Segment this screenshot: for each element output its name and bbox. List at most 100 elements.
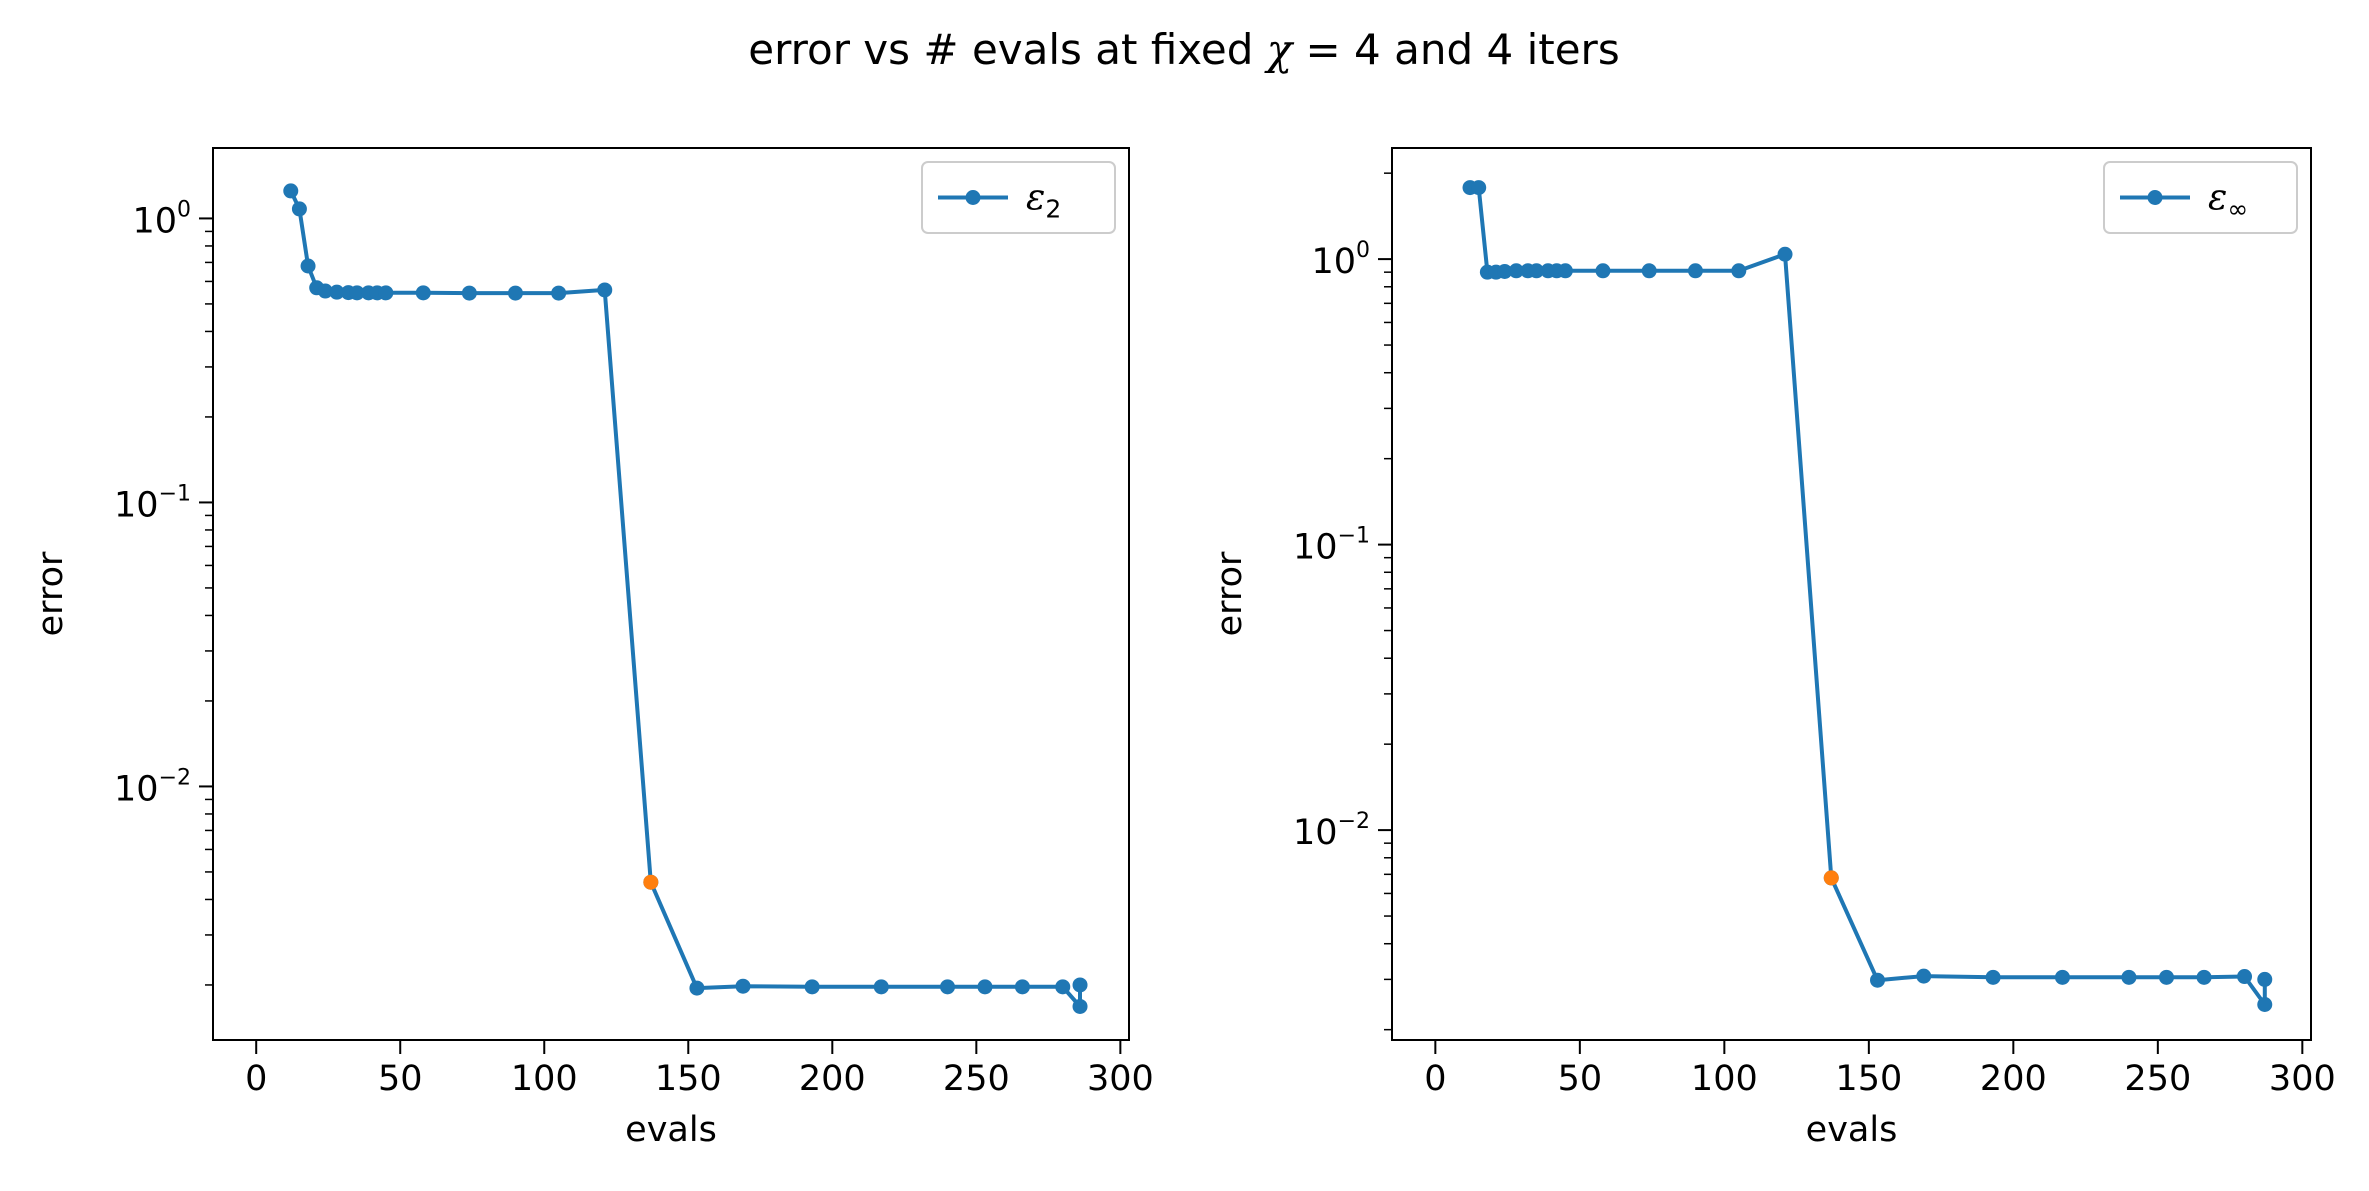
data-point	[349, 285, 365, 301]
data-point	[940, 979, 956, 995]
data-point	[689, 980, 705, 996]
y-tick-base: 10	[1311, 242, 1356, 282]
data-point	[1985, 969, 2001, 985]
data-point	[1687, 263, 1703, 279]
data-point	[804, 979, 820, 995]
x-tick-label: 300	[1087, 1059, 1154, 1099]
data-point	[1055, 979, 1071, 995]
y-tick-label: 10−2	[114, 765, 191, 809]
y-tick-base: 10	[114, 485, 159, 525]
title-tail: and 4 iters	[1381, 25, 1620, 74]
data-point	[2054, 969, 2070, 985]
y-axis-label: error	[31, 551, 71, 636]
data-point	[283, 183, 299, 199]
data-point	[1497, 263, 1513, 279]
legend-box	[2103, 161, 2298, 234]
data-point	[291, 201, 307, 217]
data-point	[2196, 969, 2212, 985]
data-point	[507, 285, 523, 301]
y-tick-base: 10	[1293, 813, 1338, 853]
y-tick-exponent: 0	[177, 197, 191, 222]
x-tick-label: 0	[245, 1059, 267, 1099]
legend-box	[921, 161, 1116, 234]
data-point	[1557, 263, 1573, 279]
y-tick-exponent: −2	[159, 765, 191, 790]
data-point	[317, 283, 333, 299]
x-axis-ticks: 0 50 100 150 200 250 300	[245, 1040, 1154, 1099]
data-point	[300, 258, 316, 274]
legend-symbol: ε	[2208, 178, 2227, 219]
x-tick-label: 200	[799, 1059, 866, 1099]
data-point	[461, 285, 477, 301]
data-point	[1641, 263, 1657, 279]
series-error	[1462, 180, 2273, 1012]
data-point	[1072, 977, 1088, 993]
title-main: error vs # evals at fixed	[748, 25, 1266, 74]
data-point	[1870, 972, 1886, 988]
legend-label: ε2	[1026, 178, 1061, 224]
legend: ε∞	[2103, 161, 2298, 234]
data-point	[2121, 969, 2137, 985]
figure-title: error vs # evals at fixed χ = 4 and 4 it…	[748, 25, 1619, 74]
data-point	[551, 285, 567, 301]
x-tick-label: 100	[1691, 1059, 1758, 1099]
highlight-point	[643, 874, 659, 890]
x-tick-label: 250	[943, 1059, 1010, 1099]
data-point	[378, 285, 394, 301]
data-point	[1595, 263, 1611, 279]
data-point	[977, 979, 993, 995]
data-point	[2237, 969, 2253, 985]
series-highlight	[643, 874, 659, 890]
data-point	[1072, 998, 1088, 1014]
legend-marker	[2147, 190, 2163, 205]
legend-symbol: ε	[1026, 178, 1045, 219]
legend-subscript: 2	[1045, 195, 1061, 224]
y-minor-ticks	[1384, 172, 1392, 1031]
data-point	[1916, 968, 1932, 984]
x-tick-label: 200	[1980, 1059, 2047, 1099]
data-point	[1014, 979, 1030, 995]
x-tick-label: 0	[1424, 1059, 1446, 1099]
x-tick-label: 100	[511, 1059, 578, 1099]
x-axis-label: evals	[625, 1110, 717, 1150]
legend-label: ε∞	[2208, 178, 2248, 224]
y-tick-base: 10	[114, 769, 159, 809]
title-eq: = 4	[1292, 25, 1381, 74]
y-tick-label: 100	[132, 197, 191, 241]
y-tick-label: 10−1	[1293, 524, 1370, 568]
x-tick-label: 50	[378, 1059, 423, 1099]
data-point	[2257, 996, 2273, 1012]
y-tick-label: 100	[1311, 238, 1370, 282]
data-point	[1528, 263, 1544, 279]
legend-marker	[965, 190, 981, 205]
y-tick-base: 10	[132, 201, 177, 241]
data-point	[597, 282, 613, 298]
x-axis-ticks: 0 50 100 150 200 250 300	[1424, 1040, 2336, 1099]
y-tick-base: 10	[1293, 528, 1338, 568]
data-point	[873, 979, 889, 995]
title-chi: χ	[1264, 25, 1295, 74]
x-axis-label: evals	[1806, 1110, 1898, 1150]
x-tick-label: 50	[1558, 1059, 1603, 1099]
x-tick-label: 250	[2124, 1059, 2191, 1099]
data-point	[329, 284, 345, 300]
highlight-point	[1823, 870, 1839, 886]
y-minor-ticks	[205, 230, 213, 986]
data-point	[735, 978, 751, 994]
data-point	[415, 285, 431, 301]
y-tick-exponent: 0	[1356, 238, 1370, 263]
axes-frame	[1391, 147, 2312, 1041]
data-point	[2159, 969, 2175, 985]
y-axis-label: error	[1210, 551, 1250, 636]
legend-subscript: ∞	[2227, 195, 2248, 224]
x-tick-label: 150	[655, 1059, 722, 1099]
data-point	[2257, 971, 2273, 987]
legend: ε2	[921, 161, 1116, 234]
data-point	[1508, 263, 1524, 279]
